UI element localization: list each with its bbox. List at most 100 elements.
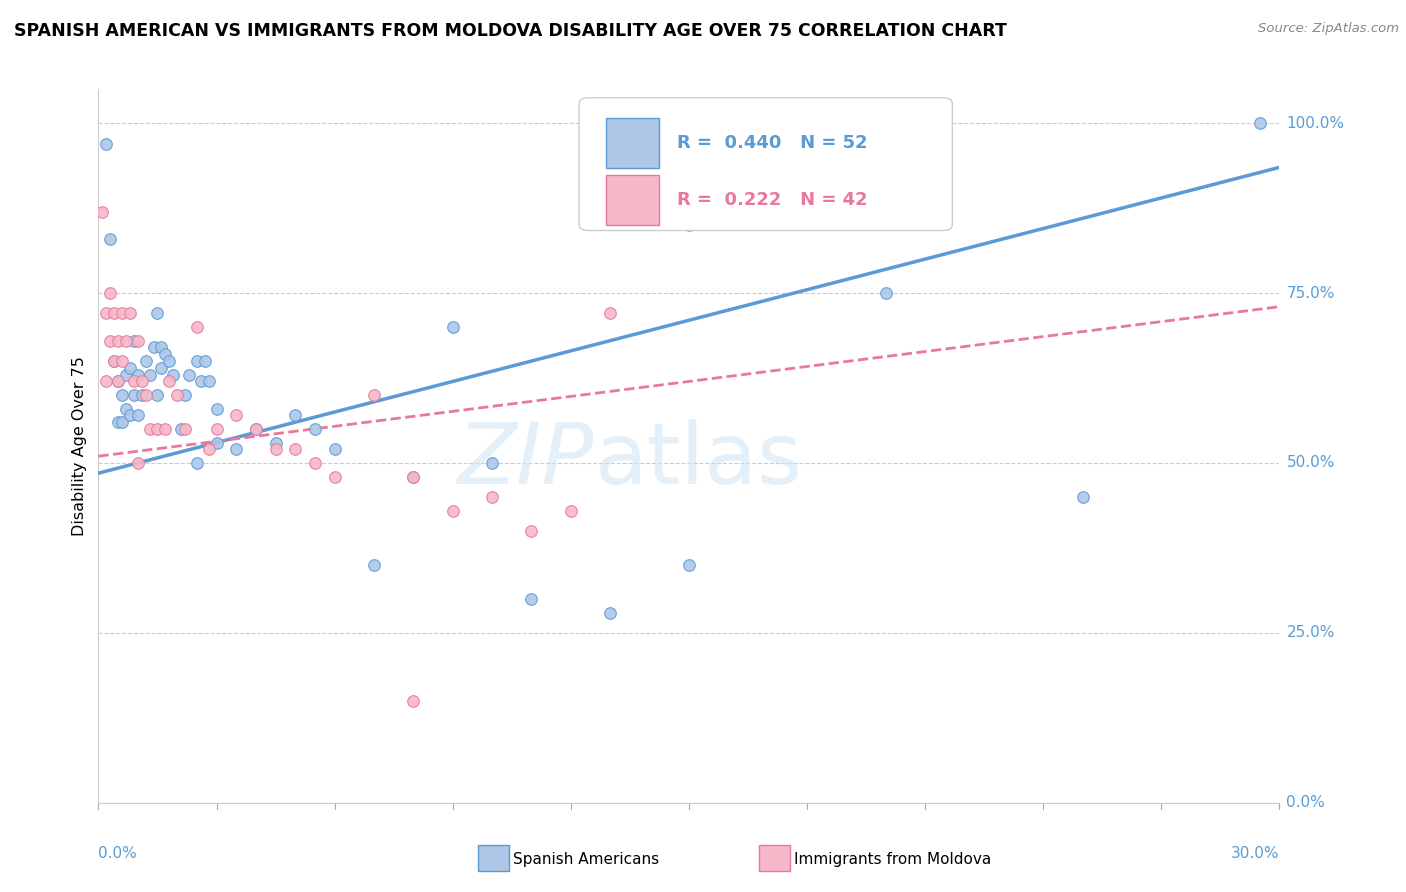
Point — [363, 558, 385, 572]
Point — [131, 375, 153, 389]
Text: 50.0%: 50.0% — [1286, 456, 1334, 470]
Point — [186, 456, 208, 470]
FancyBboxPatch shape — [606, 118, 659, 168]
Point — [186, 320, 208, 334]
Point — [323, 469, 346, 483]
Text: 0.0%: 0.0% — [98, 846, 138, 861]
Point — [186, 354, 208, 368]
Text: 30.0%: 30.0% — [1232, 846, 1279, 861]
FancyBboxPatch shape — [579, 98, 952, 230]
Point — [441, 320, 464, 334]
Point — [98, 232, 121, 246]
Point — [264, 435, 287, 450]
Point — [118, 360, 141, 375]
Point — [560, 503, 582, 517]
Point — [115, 401, 138, 416]
Point — [107, 375, 129, 389]
Text: R =  0.440   N = 52: R = 0.440 N = 52 — [678, 134, 868, 152]
Point — [131, 388, 153, 402]
Point — [98, 286, 121, 301]
Point — [205, 435, 228, 450]
Point — [197, 442, 219, 457]
Point — [127, 409, 149, 423]
Point — [96, 375, 118, 389]
Point — [363, 388, 385, 402]
Point — [174, 422, 197, 436]
FancyBboxPatch shape — [606, 175, 659, 225]
Text: 0.0%: 0.0% — [1286, 796, 1324, 810]
Text: 75.0%: 75.0% — [1286, 285, 1334, 301]
Point — [481, 490, 503, 504]
Point — [111, 388, 134, 402]
Point — [875, 286, 897, 301]
Point — [284, 409, 307, 423]
Point — [103, 354, 125, 368]
Point — [103, 306, 125, 320]
Text: Immigrants from Moldova: Immigrants from Moldova — [794, 853, 991, 867]
Text: ZIP: ZIP — [458, 418, 595, 502]
Point — [678, 558, 700, 572]
Point — [520, 591, 543, 606]
Point — [115, 368, 138, 382]
Point — [107, 334, 129, 348]
Point — [402, 694, 425, 708]
Point — [107, 375, 129, 389]
Point — [96, 136, 118, 151]
Point — [155, 347, 177, 361]
Point — [599, 306, 621, 320]
Point — [245, 422, 267, 436]
Text: SPANISH AMERICAN VS IMMIGRANTS FROM MOLDOVA DISABILITY AGE OVER 75 CORRELATION C: SPANISH AMERICAN VS IMMIGRANTS FROM MOLD… — [14, 22, 1007, 40]
Point — [225, 409, 247, 423]
Point — [98, 334, 121, 348]
Text: Spanish Americans: Spanish Americans — [513, 853, 659, 867]
Point — [205, 401, 228, 416]
Point — [264, 442, 287, 457]
Point — [481, 456, 503, 470]
Point — [138, 422, 160, 436]
Text: R =  0.222   N = 42: R = 0.222 N = 42 — [678, 191, 868, 209]
Point — [142, 341, 165, 355]
Point — [162, 368, 184, 382]
Point — [111, 415, 134, 429]
Point — [177, 368, 200, 382]
Point — [170, 422, 193, 436]
Point — [118, 409, 141, 423]
Point — [205, 422, 228, 436]
Point — [115, 334, 138, 348]
Point — [122, 388, 145, 402]
Point — [122, 334, 145, 348]
Point — [91, 204, 114, 219]
Point — [157, 375, 180, 389]
Point — [155, 422, 177, 436]
Point — [150, 360, 173, 375]
Point — [599, 606, 621, 620]
Point — [197, 375, 219, 389]
Point — [146, 388, 169, 402]
Point — [225, 442, 247, 457]
Text: 25.0%: 25.0% — [1286, 625, 1334, 640]
Point — [166, 388, 188, 402]
Y-axis label: Disability Age Over 75: Disability Age Over 75 — [72, 356, 87, 536]
Point — [138, 368, 160, 382]
Point — [103, 354, 125, 368]
Point — [1249, 116, 1271, 130]
Text: atlas: atlas — [595, 418, 803, 502]
Point — [127, 334, 149, 348]
Point — [96, 306, 118, 320]
Point — [107, 415, 129, 429]
Point — [157, 354, 180, 368]
Point — [122, 375, 145, 389]
Point — [135, 388, 157, 402]
Point — [284, 442, 307, 457]
Point — [304, 422, 326, 436]
Text: Source: ZipAtlas.com: Source: ZipAtlas.com — [1258, 22, 1399, 36]
Point — [441, 503, 464, 517]
Point — [111, 306, 134, 320]
Point — [111, 354, 134, 368]
Point — [174, 388, 197, 402]
Point — [402, 469, 425, 483]
Point — [135, 354, 157, 368]
Point — [1071, 490, 1094, 504]
Point — [402, 469, 425, 483]
Point — [127, 368, 149, 382]
